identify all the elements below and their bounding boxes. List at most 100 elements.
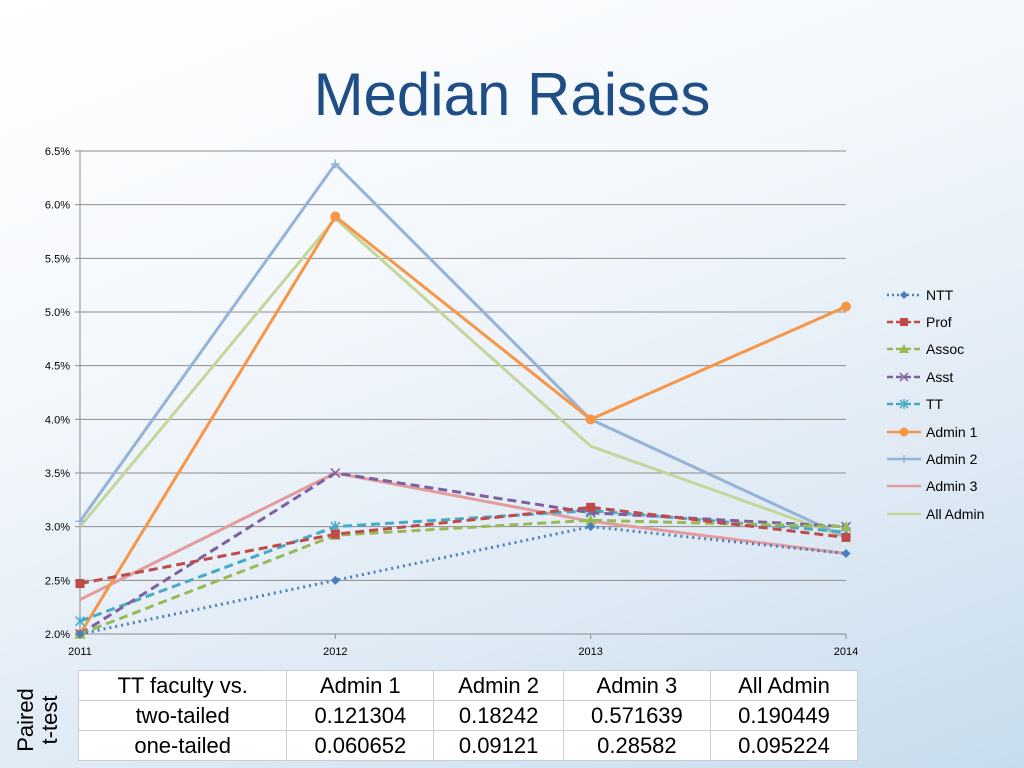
series-admin-1 <box>75 211 851 639</box>
data-point <box>330 467 341 479</box>
x-tick-label: 2014 <box>834 646 858 658</box>
table-cell: one-tailed <box>77 730 288 761</box>
legend-swatch <box>887 344 921 354</box>
data-point <box>841 301 851 312</box>
y-tick-label: 4.0% <box>45 414 70 426</box>
series-ntt <box>75 522 851 639</box>
data-point <box>899 399 909 410</box>
x-tick-label: 2012 <box>323 646 347 658</box>
data-point <box>899 427 909 437</box>
table-cell: 0.09121 <box>433 730 564 761</box>
table-cell: 0.18242 <box>433 700 564 731</box>
legend-label: TT <box>926 396 944 413</box>
legend-swatch <box>887 399 921 410</box>
legend-label: NTT <box>926 286 954 303</box>
side-label-line1: Paired <box>13 688 38 752</box>
data-point <box>75 579 85 589</box>
series-line <box>79 518 847 636</box>
t-test-table: TT faculty vs. Admin 1 Admin 2 Admin 3 A… <box>77 670 859 761</box>
legend-item: All Admin <box>886 500 984 527</box>
y-tick-label: 4.5% <box>45 361 70 373</box>
x-tick-label: 2013 <box>578 646 602 658</box>
table-header-cell: TT faculty vs. <box>77 670 288 701</box>
table-header-cell: All Admin <box>709 670 859 701</box>
legend-label: Admin 3 <box>926 478 978 495</box>
x-tick-label: 2011 <box>68 646 92 658</box>
data-point <box>585 414 596 425</box>
series-line <box>78 162 847 539</box>
series-admin-2 <box>75 159 851 542</box>
legend-swatch <box>887 455 921 464</box>
legend-item: TT <box>886 391 984 418</box>
side-label-line2: t-test <box>37 695 62 745</box>
data-point <box>840 521 852 532</box>
series-prof <box>75 502 851 589</box>
chart-legend: NTT Prof Assoc Asst TT Admin 1 Admin 2 Admin 3 A… <box>886 281 984 528</box>
y-tick-label: 3.5% <box>45 468 70 480</box>
legend-item: Asst <box>886 363 984 390</box>
series-line <box>79 509 847 623</box>
data-point <box>900 455 908 464</box>
series-assoc <box>74 514 852 639</box>
table-header-cell: Admin 3 <box>562 670 711 701</box>
data-point <box>330 575 340 585</box>
series-all-admin <box>78 217 847 539</box>
legend-label: Admin 2 <box>926 451 978 468</box>
data-point <box>585 514 597 525</box>
legend-swatch <box>887 485 921 488</box>
y-tick-label: 5.0% <box>45 307 70 319</box>
legend-item: NTT <box>886 281 984 308</box>
y-tick-label: 3.0% <box>45 522 70 534</box>
data-point <box>899 344 909 354</box>
data-point <box>330 529 340 539</box>
legend-label: Assoc <box>926 341 965 358</box>
y-tick-label: 2.5% <box>45 575 70 587</box>
table-cell: 0.571639 <box>562 700 711 731</box>
table-cell: 0.095224 <box>709 730 859 761</box>
data-point <box>900 290 908 299</box>
data-point <box>330 159 340 169</box>
legend-swatch <box>887 290 921 299</box>
data-point <box>586 502 596 512</box>
table-header-cell: Admin 2 <box>433 670 564 701</box>
legend-swatch <box>887 512 921 516</box>
table-cell: 0.28582 <box>562 730 711 761</box>
data-point <box>75 516 85 526</box>
series-line <box>79 525 847 636</box>
data-point <box>586 522 596 532</box>
legend-swatch <box>887 372 921 382</box>
slide-title: Median Raises <box>313 61 711 128</box>
data-point <box>841 549 851 558</box>
y-tick-label: 5.5% <box>45 253 70 265</box>
data-point <box>900 318 908 327</box>
data-point <box>330 211 341 222</box>
legend-label: Prof <box>926 314 952 331</box>
legend-swatch <box>887 427 921 437</box>
series-line <box>79 471 847 636</box>
legend-item: Admin 1 <box>886 418 984 445</box>
paired-t-test-label: Paired t-test <box>8 672 68 768</box>
legend-label: All Admin <box>926 505 985 522</box>
table-header-row: TT faculty vs. Admin 1 Admin 2 Admin 3 A… <box>77 670 859 701</box>
table-row: two-tailed 0.121304 0.18242 0.571639 0.1… <box>77 700 859 731</box>
y-tick-label: 6.0% <box>45 200 70 212</box>
table-header-cell: Admin 1 <box>286 670 435 701</box>
data-point <box>75 629 85 639</box>
table-cell: 0.121304 <box>286 700 435 731</box>
series-line <box>79 505 847 586</box>
legend-item: Prof <box>886 308 984 335</box>
table-cell: 0.190449 <box>709 700 859 731</box>
table-cell: two-tailed <box>77 700 288 731</box>
table-row: one-tailed 0.060652 0.09121 0.28582 0.09… <box>77 730 859 761</box>
legend-label: Admin 1 <box>926 423 978 440</box>
legend-item: Admin 2 <box>886 445 984 472</box>
series-line <box>78 217 847 539</box>
data-point <box>899 372 909 382</box>
series-line <box>78 214 847 635</box>
line-chart: 2.0% 2.5% 3.0% 3.5% 4.0% 4.5% 5.0% 5.5% 6.0% 6.5%… <box>45 146 858 658</box>
data-point <box>74 615 86 627</box>
legend-item: Assoc <box>886 336 984 363</box>
legend-label: Asst <box>926 368 954 385</box>
table-cell: 0.060652 <box>286 730 435 761</box>
series-line <box>79 471 847 601</box>
